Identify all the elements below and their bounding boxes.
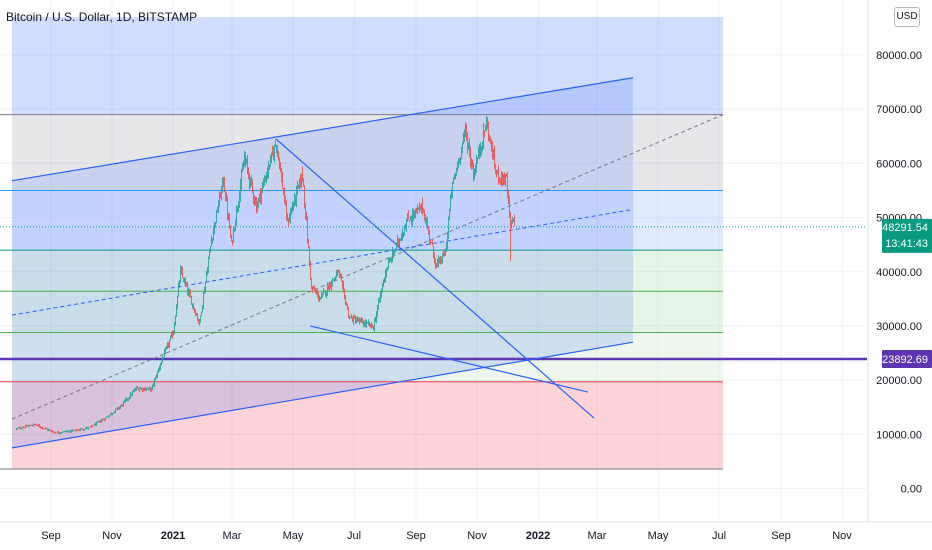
x-tick-label: Mar — [223, 530, 242, 542]
gridlines — [0, 0, 867, 520]
support-level-label: 23892.69 — [882, 354, 928, 366]
x-tick-label: Mar — [588, 530, 607, 542]
x-tick-label: May — [283, 530, 304, 542]
x-tick-label: Jul — [712, 530, 726, 542]
price-markers: 48291.54 13:41:43 23892.69 — [882, 218, 932, 369]
current-price-box — [882, 218, 932, 253]
price-zone — [12, 17, 723, 115]
x-tick-label: Jul — [347, 530, 361, 542]
countdown-label: 13:41:43 — [885, 238, 928, 250]
channel-fill — [12, 77, 633, 448]
plot-area[interactable] — [0, 0, 867, 520]
price-zone — [12, 190, 723, 251]
x-tick-label: 2022 — [526, 530, 550, 542]
y-tick-label: 70000.00 — [876, 104, 922, 116]
y-tick-label: 0.00 — [901, 484, 922, 496]
time-axis-background — [0, 522, 932, 550]
current-price-label: 48291.54 — [882, 222, 928, 234]
support-level-box — [882, 350, 932, 369]
price-zone — [12, 332, 723, 382]
y-tick-label: 30000.00 — [876, 321, 922, 333]
channel-lower-line[interactable] — [11, 341, 634, 449]
currency-button[interactable]: USD — [894, 7, 920, 27]
x-tick-label: May — [648, 530, 669, 542]
time-axis[interactable]: Sep Nov 2021 Mar May Jul Sep Nov 2022 Mar May Jul Se… — [0, 521, 932, 550]
y-tick-label: 40000.00 — [876, 267, 922, 279]
chart-title: Bitcoin / U.S. Dollar, 1D, BITSTAMP — [6, 10, 198, 24]
price-zone — [12, 114, 723, 191]
wedge-trend-line[interactable] — [309, 325, 589, 393]
x-tick-label: Nov — [102, 530, 122, 542]
candles — [16, 116, 515, 435]
horizontal-levels — [0, 114, 867, 470]
channel-upper-line[interactable] — [11, 77, 634, 182]
x-tick-label: Nov — [467, 530, 487, 542]
price-axis-background — [868, 0, 932, 550]
y-tick-label: 20000.00 — [876, 375, 922, 387]
y-tick-label: 60000.00 — [876, 158, 922, 170]
wedge-trend-line[interactable] — [275, 138, 595, 419]
x-tick-label: Sep — [41, 530, 61, 542]
x-tick-label: Sep — [771, 530, 791, 542]
y-tick-label: 10000.00 — [876, 429, 922, 441]
x-tick-label: Sep — [406, 530, 426, 542]
x-tick-label: 2021 — [161, 530, 185, 542]
y-tick-label: 80000.00 — [876, 50, 922, 62]
price-axis[interactable]: 0.0010000.0020000.0030000.0040000.005000… — [867, 0, 932, 550]
dashed-trend-line[interactable] — [11, 114, 724, 420]
x-tick-label: Nov — [832, 530, 852, 542]
